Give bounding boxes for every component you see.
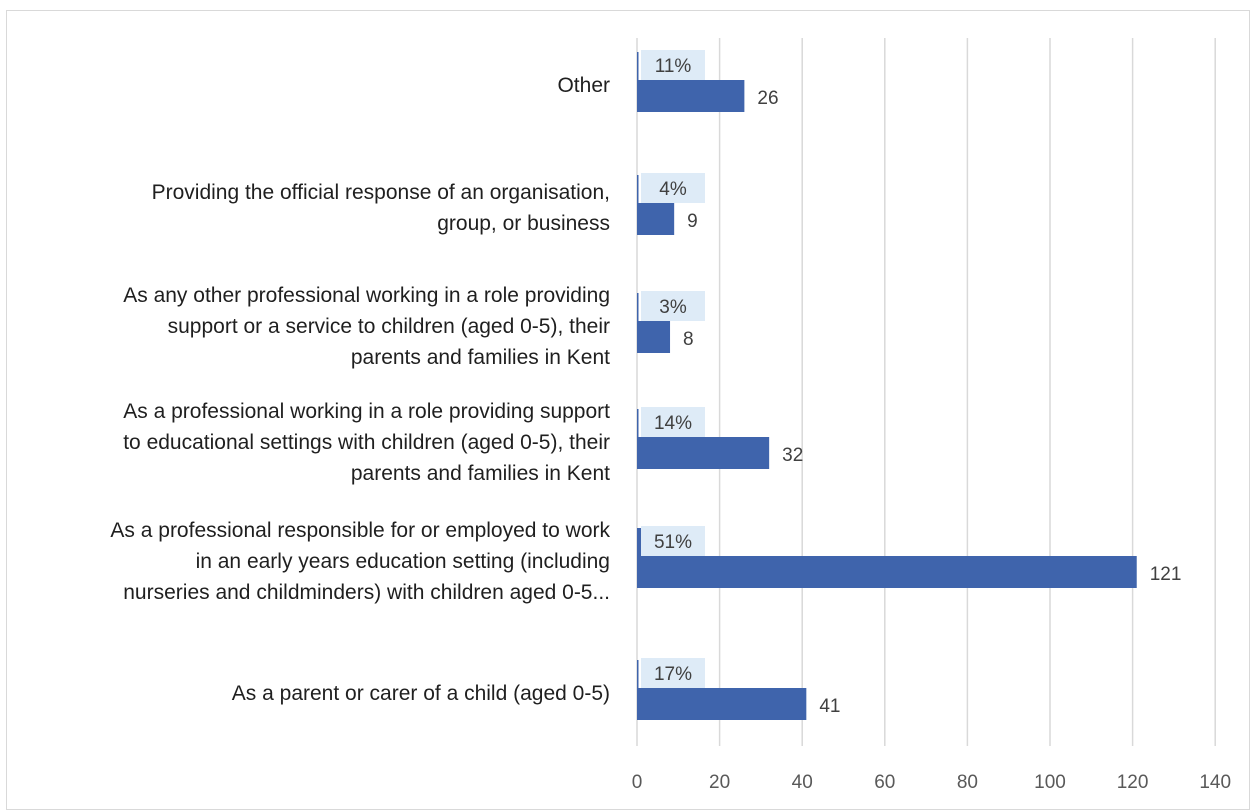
x-tick-label: 60 <box>874 772 895 793</box>
category-label: Providing the official response of an or… <box>10 177 610 239</box>
data-label: 41 <box>819 696 840 717</box>
percent-label: 17% <box>654 664 692 685</box>
bar <box>637 80 745 112</box>
percent-label-box <box>641 658 705 688</box>
percent-bar <box>637 660 639 688</box>
percent-label-box <box>641 50 705 80</box>
x-tick-label: 100 <box>1034 772 1066 793</box>
category-label-line: Other <box>557 73 610 97</box>
category-label: As a parent or carer of a child (aged 0-… <box>10 678 610 709</box>
percent-label-box <box>641 291 705 321</box>
x-tick-label: 120 <box>1117 772 1149 793</box>
x-tick-label: 140 <box>1199 772 1231 793</box>
bar <box>637 556 1137 588</box>
percent-bar <box>637 52 639 80</box>
data-label: 32 <box>782 445 803 466</box>
percent-label: 51% <box>654 532 692 553</box>
percent-label: 4% <box>659 179 687 200</box>
x-tick-label: 20 <box>709 772 730 793</box>
x-tick-label: 0 <box>632 772 643 793</box>
data-label: 121 <box>1150 564 1182 585</box>
category-label-line: nurseries and childminders) with childre… <box>123 580 610 604</box>
percent-bar <box>637 528 642 556</box>
category-label-line: support or a service to children (aged 0… <box>167 314 610 338</box>
category-label: As any other professional working in a r… <box>10 280 610 373</box>
category-label: As a professional working in a role prov… <box>10 396 610 489</box>
x-tick-label: 40 <box>792 772 813 793</box>
category-label-line: to educational settings with children (a… <box>123 430 610 454</box>
percent-label-box <box>641 407 705 437</box>
category-label-line: As any other professional working in a r… <box>123 283 610 307</box>
category-label-line: As a professional responsible for or emp… <box>110 518 610 542</box>
percent-label-box <box>641 526 705 556</box>
category-label: As a professional responsible for or emp… <box>10 515 610 608</box>
bar <box>637 203 675 235</box>
percent-bar <box>637 175 639 203</box>
percent-label: 11% <box>655 56 692 77</box>
data-label: 26 <box>757 88 778 109</box>
category-label-line: in an early years education setting (inc… <box>195 549 610 573</box>
percent-bar <box>637 293 639 321</box>
percent-label-box <box>641 173 705 203</box>
bar <box>637 688 807 720</box>
category-label-line: As a parent or carer of a child (aged 0-… <box>231 681 610 705</box>
category-label-line: parents and families in Kent <box>350 345 610 369</box>
category-label-line: group, or business <box>437 212 610 235</box>
x-tick-label: 80 <box>957 772 978 793</box>
data-label: 9 <box>687 211 698 232</box>
data-label: 8 <box>683 329 694 350</box>
percent-bar <box>637 409 639 437</box>
category-label-line: parents and families in Kent <box>350 461 610 485</box>
category-label-line: As a professional working in a role prov… <box>123 399 610 423</box>
bar <box>637 437 770 469</box>
category-label-line: Providing the official response of an or… <box>151 181 610 204</box>
percent-label: 14% <box>654 413 692 434</box>
category-label: Other <box>10 70 610 101</box>
bar <box>637 321 671 353</box>
percent-label: 3% <box>659 297 687 318</box>
